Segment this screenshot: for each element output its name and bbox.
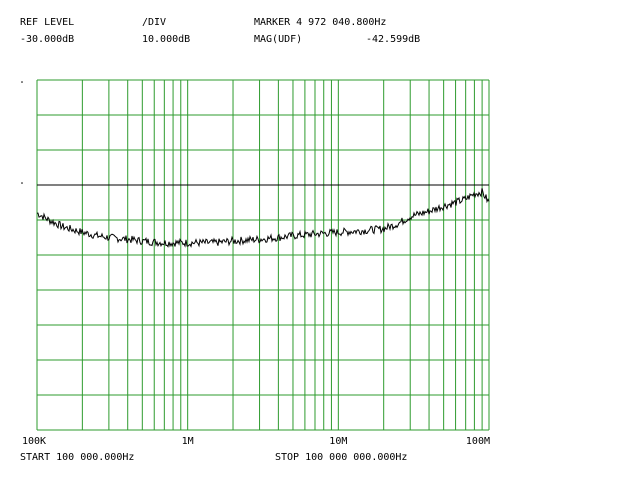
- left-edge-dot: [21, 81, 23, 83]
- marker-label: MARKER 4 972 040.800Hz: [254, 17, 387, 28]
- start-frequency: START 100 000.000Hz: [20, 452, 135, 463]
- ref-level-label: REF LEVEL: [20, 17, 75, 28]
- x-tick-labels: 100K 1M 10M 100M: [22, 436, 490, 447]
- stop-frequency: STOP 100 000 000.000Hz: [275, 452, 408, 463]
- mag-value: -42.599dB: [366, 34, 421, 45]
- x-tick-label: 100K: [22, 436, 46, 447]
- x-tick-label: 100M: [466, 436, 490, 447]
- ref-level-value: -30.000dB: [20, 34, 75, 45]
- mag-label: MAG(UDF): [254, 34, 303, 45]
- div-label: /DIV: [142, 17, 167, 28]
- div-value: 10.000dB: [142, 34, 191, 45]
- plot-grid: [36, 79, 490, 431]
- left-edge-dot: [21, 182, 23, 184]
- trace-line: [37, 188, 490, 248]
- x-tick-label: 10M: [329, 436, 347, 447]
- x-tick-label: 1M: [182, 436, 194, 447]
